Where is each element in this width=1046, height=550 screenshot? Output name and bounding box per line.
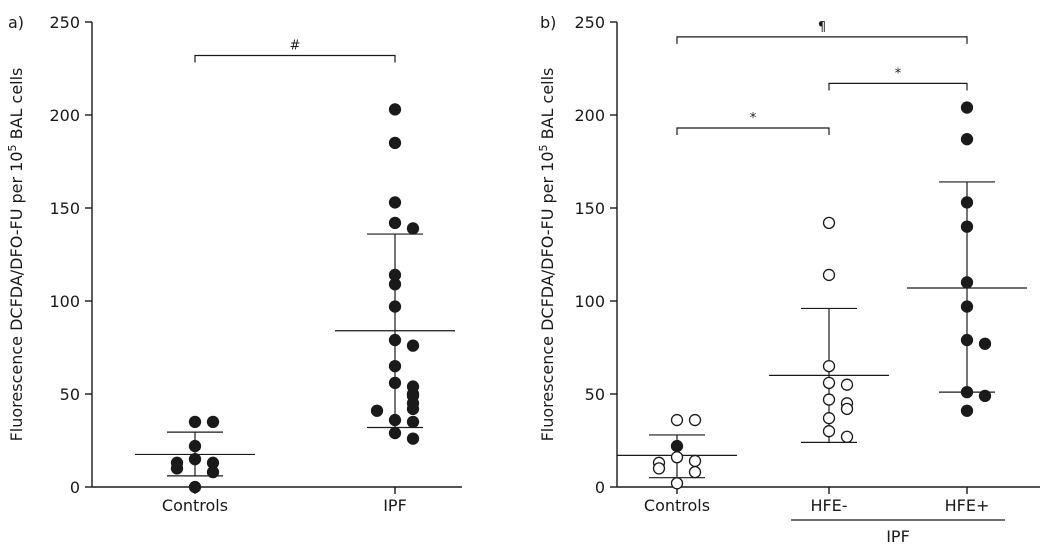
data-point	[688, 413, 702, 427]
data-point	[670, 477, 684, 490]
x-category-label: HFE-	[810, 496, 847, 515]
data-point	[206, 465, 220, 479]
y-axis-label: Fluorescence DCFDA/DFO-FU per 105 BAL ce…	[537, 68, 558, 442]
data-point	[370, 404, 384, 417]
y-tick-label: 200	[49, 106, 80, 125]
data-point	[188, 415, 202, 429]
data-point	[960, 333, 974, 347]
y-tick-label: 50	[60, 385, 80, 404]
data-point	[822, 425, 836, 438]
data-point	[960, 385, 974, 399]
group-label: IPF	[886, 527, 910, 546]
data-point	[406, 432, 420, 445]
significance-label: ¶	[818, 20, 826, 35]
data-point	[188, 439, 202, 453]
significance-label: *	[750, 111, 757, 126]
data-point	[960, 220, 974, 233]
data-point	[840, 378, 854, 391]
y-tick-label: 150	[574, 199, 605, 218]
y-tick-label: 150	[49, 199, 80, 218]
x-category-label: IPF	[383, 496, 407, 515]
data-point	[206, 415, 220, 429]
data-point	[978, 389, 992, 403]
panel-a-chart: a) Fluorescence DCFDA/DFO-FU per 105 BAL …	[6, 13, 462, 515]
y-tick-label: 250	[49, 13, 80, 32]
data-point	[406, 402, 420, 416]
data-point	[406, 222, 420, 235]
data-point	[960, 101, 974, 114]
data-point	[388, 136, 402, 150]
x-category-label: Controls	[162, 496, 228, 515]
x-category-label: Controls	[644, 496, 710, 515]
data-point	[406, 415, 420, 429]
data-point	[840, 402, 854, 416]
data-point	[960, 133, 974, 146]
data-point	[388, 426, 402, 440]
data-point	[388, 216, 402, 230]
significance-bracket	[194, 54, 396, 63]
y-tick-label: 250	[574, 13, 605, 32]
data-point	[406, 339, 420, 352]
significance-label: #	[290, 38, 301, 53]
data-point	[822, 376, 836, 389]
y-tick-label: 100	[49, 292, 80, 311]
panel-b-chart: b) Fluorescence DCFDA/DFO-FU per 105 BAL …	[537, 13, 1040, 546]
data-point	[822, 216, 836, 230]
data-point	[388, 196, 402, 209]
data-point	[670, 451, 684, 464]
y-tick-label: 200	[574, 106, 605, 125]
data-point	[388, 103, 402, 116]
data-point	[670, 413, 684, 427]
y-tick-label: 50	[585, 385, 605, 404]
data-point	[688, 454, 702, 468]
data-point	[960, 276, 974, 289]
x-category-label: HFE+	[945, 496, 990, 515]
data-point	[188, 452, 202, 466]
data-point	[388, 300, 402, 313]
data-point	[822, 393, 836, 406]
data-point	[652, 462, 666, 475]
significance-bracket	[676, 36, 968, 44]
data-point	[978, 337, 992, 350]
data-point	[670, 439, 684, 453]
data-point	[188, 480, 202, 494]
data-point	[388, 359, 402, 373]
data-point	[840, 430, 854, 443]
data-point	[960, 404, 974, 417]
data-point	[388, 333, 402, 347]
data-point	[688, 465, 702, 479]
y-tick-label: 0	[595, 478, 605, 497]
significance-bracket	[676, 127, 830, 136]
data-point	[388, 376, 402, 389]
data-point	[960, 300, 974, 313]
data-point	[960, 196, 974, 209]
panel-label: a)	[8, 13, 24, 32]
data-point	[388, 278, 402, 291]
data-point	[822, 359, 836, 373]
y-axis-label: Fluorescence DCFDA/DFO-FU per 105 BAL ce…	[6, 68, 27, 442]
y-tick-label: 0	[70, 478, 80, 497]
data-point	[822, 412, 836, 425]
panel-label: b)	[540, 13, 556, 32]
data-point	[822, 268, 836, 282]
data-point	[388, 413, 402, 427]
significance-label: *	[895, 66, 902, 81]
significance-bracket	[828, 82, 968, 91]
data-point	[170, 462, 184, 475]
y-tick-label: 100	[574, 292, 605, 311]
